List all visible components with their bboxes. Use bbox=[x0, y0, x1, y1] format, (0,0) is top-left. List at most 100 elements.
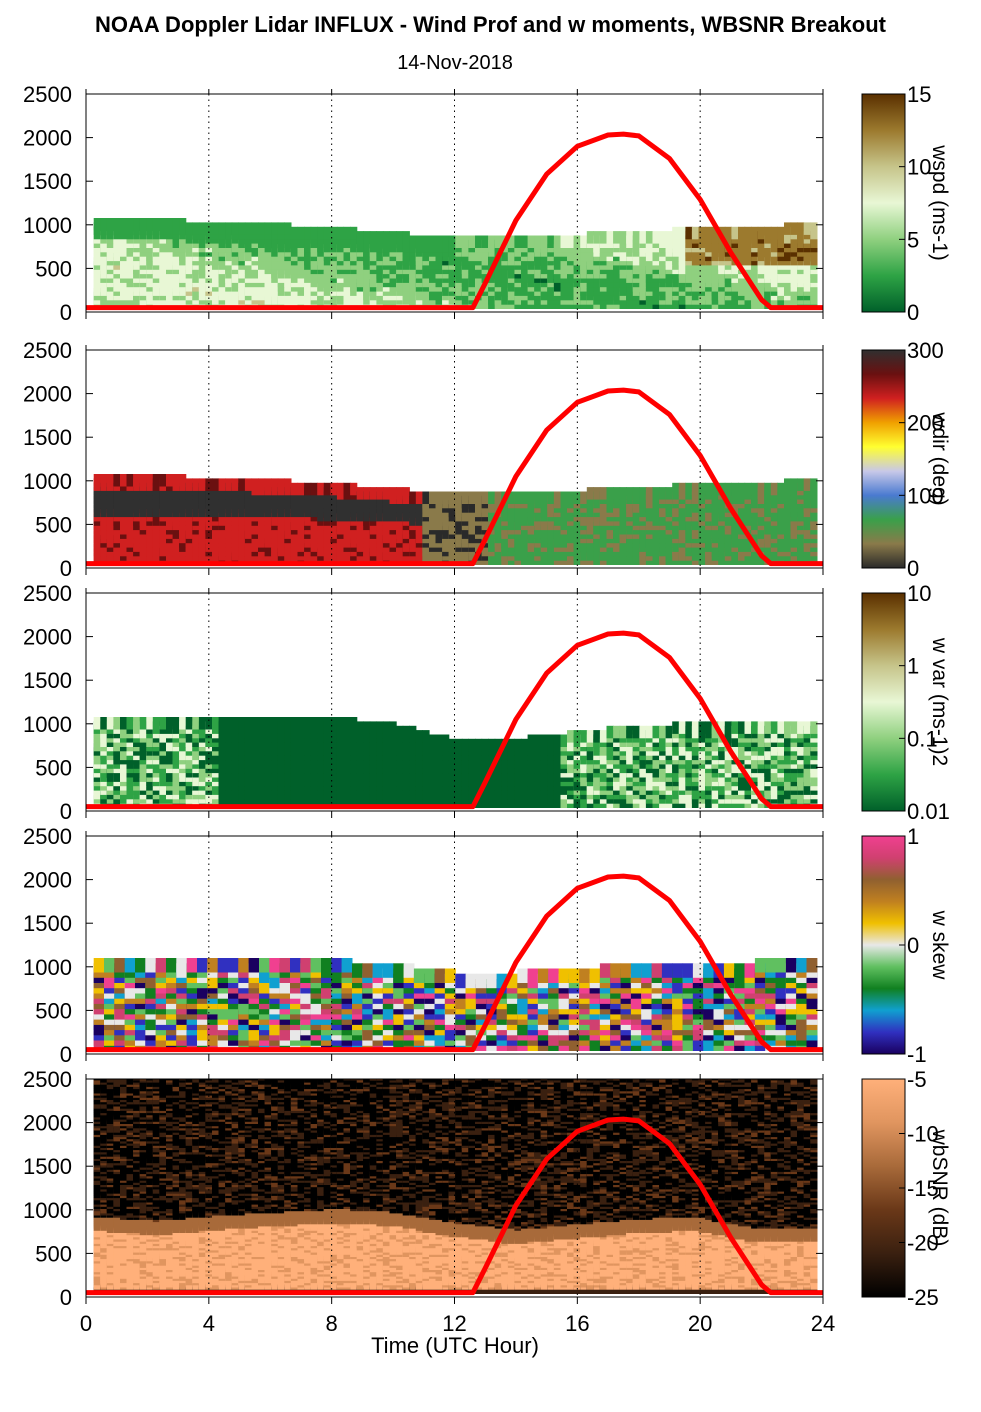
colorbar-label: wspd (ms-1) bbox=[928, 144, 951, 261]
heatmap-cell bbox=[442, 734, 450, 747]
heatmap-cell bbox=[376, 721, 384, 734]
y-tick-label: 1000 bbox=[23, 469, 72, 494]
heatmap-cell bbox=[494, 491, 502, 504]
heatmap-cell bbox=[488, 235, 496, 248]
heatmap-cell bbox=[455, 235, 463, 248]
heatmap-cell bbox=[626, 231, 634, 244]
heatmap-cell bbox=[422, 730, 430, 743]
heatmap-cell bbox=[731, 482, 739, 496]
heatmap-cell bbox=[744, 482, 752, 496]
y-tick-label: 2500 bbox=[23, 338, 72, 363]
heatmap-cell bbox=[494, 738, 502, 752]
heatmap-cell bbox=[179, 474, 187, 487]
heatmap-cell bbox=[185, 222, 193, 235]
heatmap-cell bbox=[784, 478, 792, 491]
heatmap-cell bbox=[310, 482, 318, 496]
heatmap-cell bbox=[212, 222, 220, 235]
heatmap-cell bbox=[619, 231, 627, 244]
heatmap-cell bbox=[264, 478, 272, 491]
heatmap-cell bbox=[481, 235, 489, 248]
heatmap-cell bbox=[461, 738, 469, 752]
heatmap-cell bbox=[396, 725, 404, 739]
y-tick-label: 1000 bbox=[23, 213, 72, 238]
y-tick-label: 500 bbox=[35, 256, 72, 281]
heatmap-cell bbox=[797, 222, 805, 235]
heatmap-cell bbox=[271, 717, 279, 730]
heatmap-cell bbox=[455, 491, 463, 504]
heatmap-cell bbox=[724, 226, 732, 240]
heatmap-cell bbox=[106, 218, 114, 231]
overlay-curve bbox=[86, 387, 823, 567]
heatmap-cell bbox=[284, 478, 292, 491]
heatmap-cell bbox=[606, 231, 614, 244]
heatmap-cell bbox=[547, 235, 555, 248]
heatmap-cell bbox=[133, 717, 141, 730]
heatmap-cell bbox=[402, 725, 410, 739]
heatmap-cell bbox=[192, 222, 200, 235]
y-tick-label: 1500 bbox=[23, 169, 72, 194]
heatmap-cell bbox=[586, 231, 594, 244]
heatmap-cell bbox=[323, 717, 331, 730]
heatmap-cell bbox=[271, 478, 279, 491]
heatmap-cell bbox=[376, 231, 384, 244]
heatmap-cell bbox=[336, 226, 345, 240]
heatmap-cell bbox=[304, 717, 312, 730]
heatmap-cell bbox=[744, 226, 752, 240]
heatmap-cell bbox=[126, 717, 134, 730]
heatmap-cell bbox=[645, 487, 654, 500]
heatmap-cell bbox=[757, 226, 765, 240]
heatmap-cell bbox=[126, 474, 134, 487]
heatmap-cell bbox=[409, 725, 417, 739]
heatmap-cell bbox=[632, 231, 640, 244]
heatmap-cell bbox=[488, 491, 496, 504]
heatmap-cell bbox=[507, 491, 516, 504]
heatmap-cell bbox=[244, 478, 253, 491]
heatmap-cell bbox=[790, 222, 798, 235]
heatmap-cell bbox=[297, 717, 305, 730]
heatmap-wdir bbox=[93, 474, 818, 565]
heatmap-cell bbox=[494, 235, 502, 248]
heatmap-cell bbox=[198, 222, 207, 235]
heatmap-cell bbox=[317, 226, 325, 240]
heatmap-cell bbox=[665, 231, 673, 244]
heatmap-wvar bbox=[93, 717, 818, 808]
heatmap-cell bbox=[560, 235, 568, 248]
heatmap-cell bbox=[468, 491, 476, 504]
heatmap-cell bbox=[770, 226, 778, 240]
heatmap-cell bbox=[580, 235, 588, 248]
heatmap-cell bbox=[323, 226, 331, 240]
heatmap-cell bbox=[166, 218, 174, 231]
heatmap-cell bbox=[139, 474, 147, 487]
heatmap-cell bbox=[212, 478, 220, 491]
heatmap-cell bbox=[521, 235, 529, 248]
heatmap-cell bbox=[159, 218, 167, 231]
heatmap-cell bbox=[803, 222, 811, 235]
heatmap-cell bbox=[166, 474, 174, 487]
heatmap-cell bbox=[435, 235, 443, 248]
heatmap-cell bbox=[475, 491, 483, 504]
heatmap-cell bbox=[777, 226, 785, 240]
heatmap-cell bbox=[297, 482, 305, 496]
heatmap-cell bbox=[251, 717, 259, 730]
heatmap-cell bbox=[534, 235, 542, 248]
heatmap-cell bbox=[389, 231, 397, 244]
y-tick-label: 2000 bbox=[23, 382, 72, 407]
heatmap-cell bbox=[639, 487, 647, 500]
heatmap-cell bbox=[764, 226, 772, 240]
heatmap-cell bbox=[652, 487, 660, 500]
heatmap-cell bbox=[251, 222, 259, 235]
heatmap-cell bbox=[93, 717, 101, 730]
heatmap-cell bbox=[106, 717, 114, 730]
colorbar-tick-label: 15 bbox=[907, 82, 931, 107]
heatmap-cell bbox=[343, 717, 351, 730]
heatmap-cell bbox=[120, 717, 128, 730]
heatmap-cell bbox=[435, 734, 443, 747]
heatmap-cell bbox=[146, 717, 154, 730]
y-tick-label: 0 bbox=[60, 300, 72, 325]
heatmap-cell bbox=[152, 717, 160, 730]
heatmap-cell bbox=[685, 482, 693, 496]
heatmap-cell bbox=[336, 482, 345, 496]
heatmap-cell bbox=[317, 482, 325, 496]
heatmap-cell bbox=[665, 487, 673, 500]
